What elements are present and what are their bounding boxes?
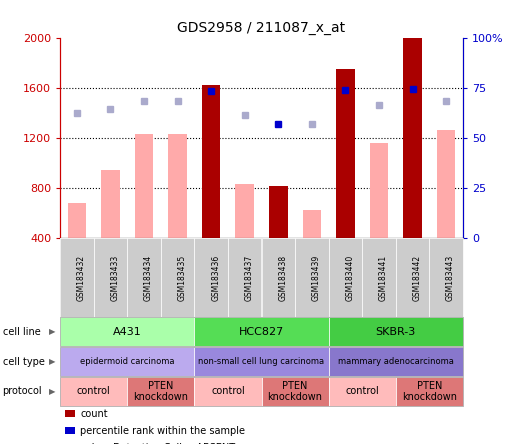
Text: GSM183440: GSM183440 <box>345 254 355 301</box>
Bar <box>168 134 187 238</box>
Text: GSM183439: GSM183439 <box>312 254 321 301</box>
Text: ▶: ▶ <box>49 327 55 337</box>
Text: PTEN
knockdown: PTEN knockdown <box>402 381 457 402</box>
Text: SKBR-3: SKBR-3 <box>376 327 416 337</box>
Text: GSM183432: GSM183432 <box>77 254 86 301</box>
Text: epidermoid carcinoma: epidermoid carcinoma <box>80 357 175 366</box>
Text: control: control <box>345 386 379 396</box>
Text: PTEN
knockdown: PTEN knockdown <box>133 381 188 402</box>
Text: non-small cell lung carcinoma: non-small cell lung carcinoma <box>198 357 325 366</box>
Bar <box>101 170 120 238</box>
Bar <box>235 184 254 238</box>
Bar <box>235 188 254 238</box>
Text: GSM183435: GSM183435 <box>178 254 187 301</box>
Text: control: control <box>211 386 245 396</box>
Text: cell line: cell line <box>3 327 40 337</box>
Text: A431: A431 <box>113 327 142 337</box>
Bar <box>403 38 422 238</box>
Bar <box>303 210 321 238</box>
Text: GSM183443: GSM183443 <box>446 254 455 301</box>
Text: percentile rank within the sample: percentile rank within the sample <box>80 426 245 436</box>
Text: GSM183442: GSM183442 <box>413 254 422 301</box>
Bar <box>135 134 153 238</box>
Bar <box>336 69 355 238</box>
Title: GDS2958 / 211087_x_at: GDS2958 / 211087_x_at <box>177 21 346 36</box>
Text: protocol: protocol <box>3 386 42 396</box>
Text: GSM183433: GSM183433 <box>110 254 119 301</box>
Text: mammary adenocarcinoma: mammary adenocarcinoma <box>338 357 453 366</box>
Text: value, Detection Call = ABSENT: value, Detection Call = ABSENT <box>80 443 235 444</box>
Text: ▶: ▶ <box>49 387 55 396</box>
Text: HCC827: HCC827 <box>239 327 284 337</box>
Text: control: control <box>77 386 110 396</box>
Text: cell type: cell type <box>3 357 44 367</box>
Text: PTEN
knockdown: PTEN knockdown <box>268 381 323 402</box>
Text: count: count <box>80 409 108 419</box>
Text: GSM183436: GSM183436 <box>211 254 220 301</box>
Text: ▶: ▶ <box>49 357 55 366</box>
Bar <box>370 143 388 238</box>
Bar <box>437 130 456 238</box>
Bar <box>202 85 220 238</box>
Bar <box>67 202 86 238</box>
Text: GSM183434: GSM183434 <box>144 254 153 301</box>
Text: GSM183438: GSM183438 <box>278 254 287 301</box>
Text: GSM183441: GSM183441 <box>379 254 388 301</box>
Bar <box>269 186 288 238</box>
Text: GSM183437: GSM183437 <box>245 254 254 301</box>
